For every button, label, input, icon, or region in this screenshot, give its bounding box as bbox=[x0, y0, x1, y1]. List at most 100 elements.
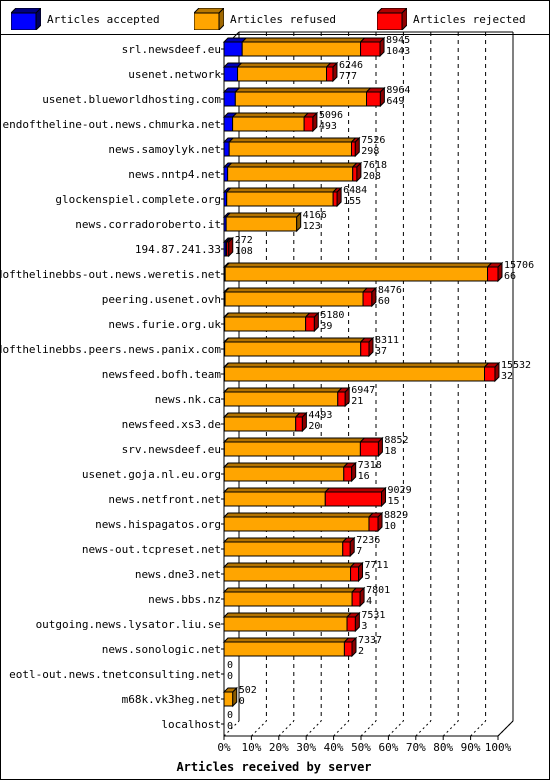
server-label: news.nk.ca bbox=[155, 393, 221, 406]
bar-refused-top bbox=[223, 287, 369, 293]
floor-grid-line bbox=[388, 720, 404, 737]
value-label-accepted: 777 bbox=[339, 71, 357, 82]
bar-side bbox=[354, 611, 360, 633]
bar-accepted-front bbox=[223, 166, 229, 182]
bar-side bbox=[312, 111, 318, 133]
bar-refused-top bbox=[222, 612, 353, 618]
bar-refused-front bbox=[237, 66, 328, 82]
bar-refused-front bbox=[232, 116, 305, 132]
bar-side bbox=[296, 211, 302, 233]
bar-side bbox=[377, 511, 383, 533]
bar-refused-top bbox=[231, 112, 310, 118]
bar-side bbox=[359, 586, 365, 608]
server-label: usenet.goja.nl.eu.org bbox=[82, 468, 221, 481]
bar-rejected-front bbox=[295, 416, 303, 432]
bar-side bbox=[358, 561, 364, 583]
server-label: 194.87.241.33 bbox=[135, 243, 221, 256]
bar-refused-top bbox=[223, 462, 349, 468]
value-label-total: 0 bbox=[227, 710, 233, 721]
bar-side bbox=[497, 261, 503, 283]
bar-refused-top bbox=[236, 62, 332, 68]
server-label: glockenspiel.complete.org bbox=[55, 193, 221, 206]
value-label-total: 8829 bbox=[384, 510, 408, 521]
bar-refused-top bbox=[222, 587, 358, 593]
server-label: usenet.network bbox=[128, 68, 221, 81]
value-label-total: 4166 bbox=[303, 210, 327, 221]
value-label-total: 8945 bbox=[386, 35, 410, 46]
bar-refused-top bbox=[223, 262, 493, 268]
bar-rejected-front bbox=[351, 591, 361, 607]
x-tick-label: 30% bbox=[296, 741, 316, 754]
bar-side bbox=[232, 686, 238, 708]
value-label-accepted: 37 bbox=[375, 346, 387, 357]
bar-refused-front bbox=[224, 291, 364, 307]
value-label-accepted: 16 bbox=[358, 471, 370, 482]
server-label: news.sonologic.net bbox=[102, 643, 221, 656]
bar-refused-front bbox=[223, 641, 345, 657]
server-label: news-out.tcpreset.net bbox=[82, 543, 221, 556]
value-label-total: 7236 bbox=[356, 535, 380, 546]
value-label-accepted: 10 bbox=[384, 521, 396, 532]
bar-refused-top bbox=[240, 37, 366, 43]
bar-refused-top bbox=[223, 312, 311, 318]
bar-rejected-front bbox=[368, 516, 379, 532]
bar-refused-front bbox=[223, 591, 353, 607]
floor-grid-line bbox=[442, 720, 459, 737]
value-label-accepted: 493 bbox=[319, 121, 337, 132]
bar-side bbox=[381, 486, 387, 508]
bar-refused-front bbox=[223, 441, 361, 457]
x-tick-label: 40% bbox=[324, 741, 344, 754]
server-label: news.corradoroberto.it bbox=[75, 218, 221, 231]
server-label: newsfeed.bofh.team bbox=[102, 368, 222, 381]
server-label: newsfeed.xs3.de bbox=[122, 418, 221, 431]
bar-rejected-front bbox=[303, 116, 314, 132]
x-tick-label: 80% bbox=[433, 741, 453, 754]
x-tick-label: 60% bbox=[378, 741, 398, 754]
bar-accepted-front bbox=[223, 66, 239, 82]
value-label-total: 7318 bbox=[358, 460, 382, 471]
value-label-total: 0 bbox=[227, 660, 233, 671]
bar-refused-front bbox=[226, 191, 334, 207]
value-label-accepted: 66 bbox=[504, 271, 516, 282]
value-label-total: 7801 bbox=[366, 585, 390, 596]
bar-refused-front bbox=[223, 541, 344, 557]
value-label-total: 9029 bbox=[388, 485, 412, 496]
legend-swatch-accepted bbox=[11, 8, 41, 30]
legend-label-refused: Articles refused bbox=[230, 13, 336, 26]
bar-refused-top bbox=[223, 387, 343, 393]
server-label: news.dne3.net bbox=[135, 568, 221, 581]
bar-accepted-front bbox=[223, 141, 230, 157]
bar-side bbox=[356, 161, 362, 183]
server-label: news.hispagatos.org bbox=[95, 518, 221, 531]
bar-rejected-front bbox=[359, 441, 379, 457]
bar-rejected-front bbox=[343, 466, 353, 482]
bar-rejected-front bbox=[362, 291, 373, 307]
bar-refused-top bbox=[222, 562, 356, 568]
bar-rejected-front bbox=[305, 316, 315, 332]
bar-refused-top bbox=[234, 87, 372, 93]
server-label: srl.newsdeef.eu bbox=[122, 43, 221, 56]
value-label-accepted: 18 bbox=[384, 446, 396, 457]
bar-refused-top bbox=[222, 537, 348, 543]
value-label-total: 15706 bbox=[504, 260, 534, 271]
legend-swatch-refused bbox=[194, 8, 224, 30]
bar-rejected-front bbox=[342, 541, 351, 557]
bar-refused-top bbox=[226, 162, 358, 168]
bar-refused-front bbox=[223, 491, 326, 507]
server-label: usenet.blueworldhosting.com bbox=[42, 93, 221, 106]
server-label: endofthelinebbs-out.news.weretis.net bbox=[1, 268, 221, 281]
bar-accepted-front bbox=[223, 91, 236, 107]
floor-grid-line bbox=[470, 720, 486, 737]
server-label: endofthelinebbs.peers.news.panix.com bbox=[1, 343, 221, 356]
bar-side bbox=[351, 461, 357, 483]
value-label-total: 7618 bbox=[363, 160, 387, 171]
bar-refused-front bbox=[227, 166, 354, 182]
server-label: news.furie.org.uk bbox=[108, 318, 221, 331]
bar-side bbox=[313, 311, 319, 333]
value-label-accepted: 7 bbox=[356, 546, 362, 557]
legend-swatch-rejected bbox=[377, 8, 407, 30]
bar-rejected-front bbox=[360, 341, 370, 357]
bar-refused-front bbox=[224, 316, 307, 332]
